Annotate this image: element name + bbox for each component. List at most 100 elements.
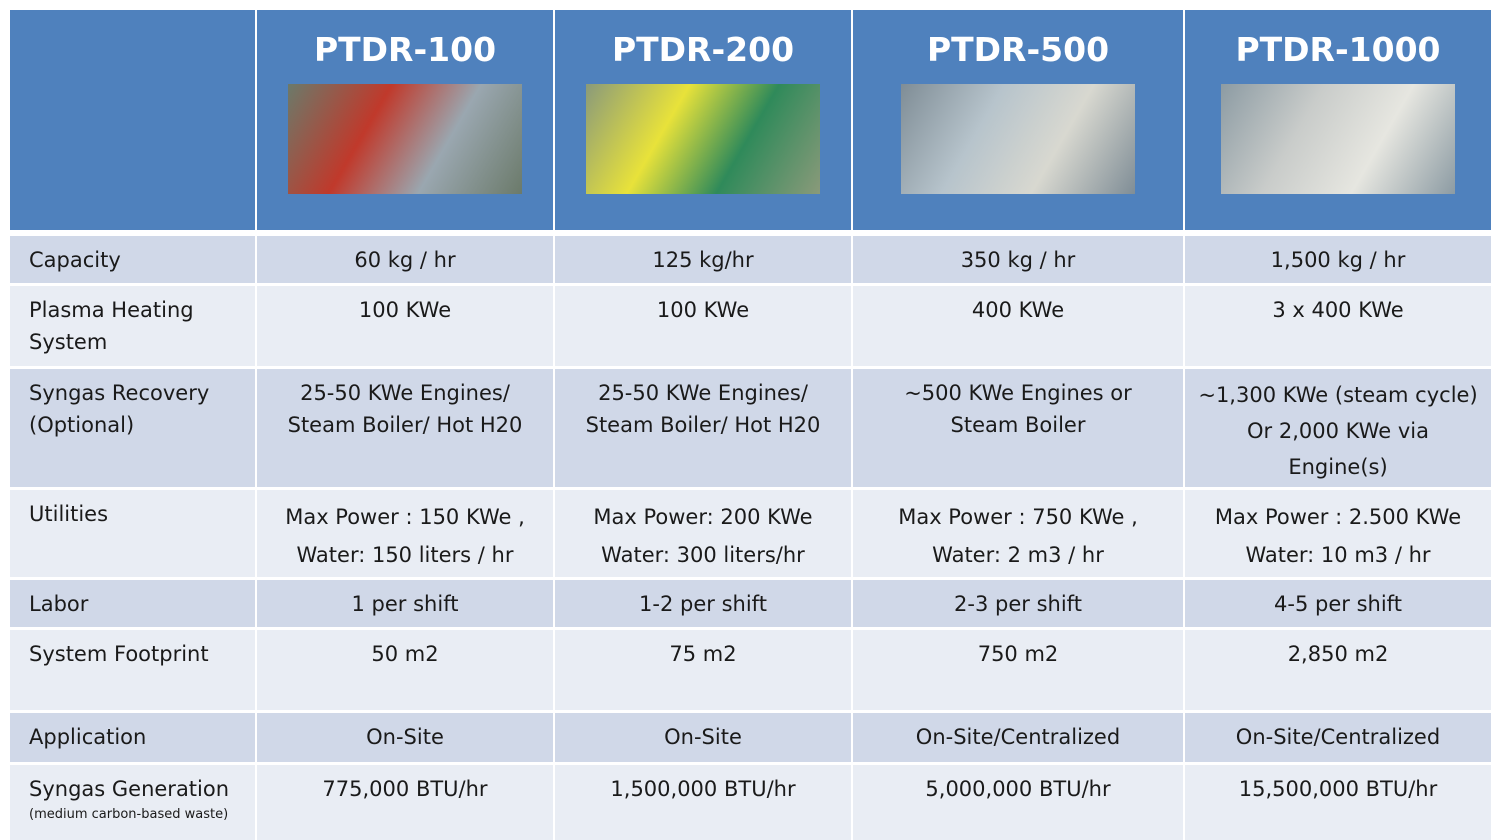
table-cell: 15,500,000 BTU/hr bbox=[1185, 765, 1491, 840]
cell-line: 350 kg / hr bbox=[853, 244, 1183, 276]
column-header: PTDR-100 bbox=[257, 10, 553, 230]
cell-line: Max Power: 200 KWe bbox=[555, 498, 851, 536]
row-label: Syngas Generation (medium carbon-based wa… bbox=[10, 765, 255, 840]
cell-line: Steam Boiler/ Hot H20 bbox=[555, 409, 851, 441]
row-label-line: Utilities bbox=[29, 498, 255, 530]
table-cell: ~1,300 KWe (steam cycle)Or 2,000 KWe via… bbox=[1185, 369, 1491, 487]
cell-line: Water: 300 liters/hr bbox=[555, 536, 851, 574]
table-cell: 25-50 KWe Engines/Steam Boiler/ Hot H20 bbox=[555, 369, 851, 487]
cell-line: 50 m2 bbox=[257, 638, 553, 670]
table-cell: 5,000,000 BTU/hr bbox=[853, 765, 1183, 840]
cell-line: 1,500,000 BTU/hr bbox=[555, 773, 851, 805]
row-label-line: System Footprint bbox=[29, 638, 255, 670]
row-label-line: Syngas Recovery bbox=[29, 377, 255, 409]
column-header: PTDR-1000 bbox=[1185, 10, 1491, 230]
table-cell: 1,500 kg / hr bbox=[1185, 236, 1491, 283]
cell-line: 25-50 KWe Engines/ bbox=[257, 377, 553, 409]
cell-line: 750 m2 bbox=[853, 638, 1183, 670]
cell-line: Or 2,000 KWe via bbox=[1185, 413, 1491, 449]
cell-line: 1 per shift bbox=[257, 588, 553, 620]
row-label: Labor bbox=[10, 580, 255, 627]
table-cell: 4-5 per shift bbox=[1185, 580, 1491, 627]
row-label: Utilities bbox=[10, 490, 255, 577]
product-photo bbox=[586, 84, 820, 194]
table-cell: 2-3 per shift bbox=[853, 580, 1183, 627]
cell-line: 15,500,000 BTU/hr bbox=[1185, 773, 1491, 805]
row-label-line: (Optional) bbox=[29, 409, 255, 441]
product-photo bbox=[288, 84, 522, 194]
row-label: Syngas Recovery(Optional) bbox=[10, 369, 255, 487]
table-cell: 1,500,000 BTU/hr bbox=[555, 765, 851, 840]
cell-line: 400 KWe bbox=[853, 294, 1183, 326]
header-corner bbox=[10, 10, 255, 230]
row-label-line: System bbox=[29, 326, 255, 358]
table-cell: 2,850 m2 bbox=[1185, 630, 1491, 710]
row-label: System Footprint bbox=[10, 630, 255, 710]
cell-line: On-Site/Centralized bbox=[853, 721, 1183, 753]
cell-line: On-Site bbox=[257, 721, 553, 753]
cell-line: Water: 2 m3 / hr bbox=[853, 536, 1183, 574]
cell-line: 1-2 per shift bbox=[555, 588, 851, 620]
row-label: Capacity bbox=[10, 236, 255, 283]
cell-line: Max Power : 750 KWe , bbox=[853, 498, 1183, 536]
cell-line: ~1,300 KWe (steam cycle) bbox=[1185, 377, 1491, 413]
cell-line: On-Site/Centralized bbox=[1185, 721, 1491, 753]
cell-line: Steam Boiler bbox=[853, 409, 1183, 441]
table-cell: 750 m2 bbox=[853, 630, 1183, 710]
cell-line: 3 x 400 KWe bbox=[1185, 294, 1491, 326]
cell-line: Steam Boiler/ Hot H20 bbox=[257, 409, 553, 441]
cell-line: 125 kg/hr bbox=[555, 244, 851, 276]
row-label-line: Syngas Generation bbox=[29, 773, 255, 805]
table-cell: 100 KWe bbox=[555, 286, 851, 366]
table-cell: 25-50 KWe Engines/Steam Boiler/ Hot H20 bbox=[257, 369, 553, 487]
cell-line: 5,000,000 BTU/hr bbox=[853, 773, 1183, 805]
table-cell: 400 KWe bbox=[853, 286, 1183, 366]
cell-line: 4-5 per shift bbox=[1185, 588, 1491, 620]
table-cell: 75 m2 bbox=[555, 630, 851, 710]
cell-line: 2-3 per shift bbox=[853, 588, 1183, 620]
cell-line: ~500 KWe Engines or bbox=[853, 377, 1183, 409]
table-cell: Max Power : 750 KWe ,Water: 2 m3 / hr bbox=[853, 490, 1183, 577]
cell-line: Max Power : 2.500 KWe bbox=[1185, 498, 1491, 536]
cell-line: Water: 10 m3 / hr bbox=[1185, 536, 1491, 574]
cell-line: 75 m2 bbox=[555, 638, 851, 670]
cell-line: 775,000 BTU/hr bbox=[257, 773, 553, 805]
table-cell: Max Power : 150 KWe ,Water: 150 liters /… bbox=[257, 490, 553, 577]
table-cell: 100 KWe bbox=[257, 286, 553, 366]
cell-line: 100 KWe bbox=[555, 294, 851, 326]
table-cell: 3 x 400 KWe bbox=[1185, 286, 1491, 366]
table-cell: 1 per shift bbox=[257, 580, 553, 627]
row-note: (medium carbon-based waste) bbox=[29, 807, 255, 823]
table-cell: 775,000 BTU/hr bbox=[257, 765, 553, 840]
product-photo bbox=[1221, 84, 1455, 194]
row-label-line: Plasma Heating bbox=[29, 294, 255, 326]
column-header: PTDR-500 bbox=[853, 10, 1183, 230]
cell-line: On-Site bbox=[555, 721, 851, 753]
table-cell: On-Site/Centralized bbox=[853, 713, 1183, 762]
cell-line: 100 KWe bbox=[257, 294, 553, 326]
cell-line: Max Power : 150 KWe , bbox=[257, 498, 553, 536]
cell-line: Water: 150 liters / hr bbox=[257, 536, 553, 574]
column-header: PTDR-200 bbox=[555, 10, 851, 230]
table-cell: On-Site bbox=[555, 713, 851, 762]
cell-line: 1,500 kg / hr bbox=[1185, 244, 1491, 276]
row-label: Application bbox=[10, 713, 255, 762]
table-cell: 60 kg / hr bbox=[257, 236, 553, 283]
cell-line: 60 kg / hr bbox=[257, 244, 553, 276]
cell-line: 2,850 m2 bbox=[1185, 638, 1491, 670]
table-cell: 50 m2 bbox=[257, 630, 553, 710]
table-cell: On-Site bbox=[257, 713, 553, 762]
row-label-line: Application bbox=[29, 721, 255, 753]
cell-line: 25-50 KWe Engines/ bbox=[555, 377, 851, 409]
table-cell: 350 kg / hr bbox=[853, 236, 1183, 283]
product-photo bbox=[901, 84, 1135, 194]
table-cell: 1-2 per shift bbox=[555, 580, 851, 627]
row-label-line: Labor bbox=[29, 588, 255, 620]
page: PTDR-100PTDR-200PTDR-500PTDR-1000 Capacit… bbox=[0, 0, 1493, 840]
table-cell: 125 kg/hr bbox=[555, 236, 851, 283]
cell-line: Engine(s) bbox=[1185, 449, 1491, 485]
